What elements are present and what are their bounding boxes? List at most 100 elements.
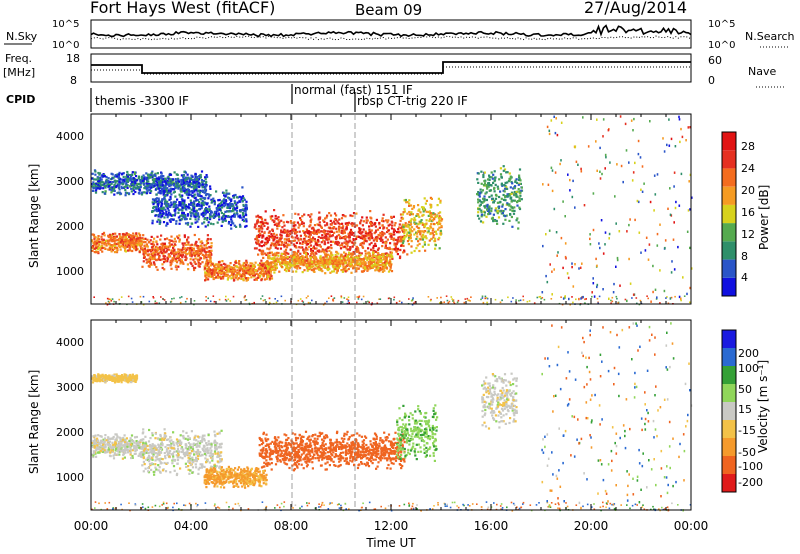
echo-cell (361, 270, 364, 273)
echo-cell (408, 210, 411, 214)
echo-cell (382, 267, 385, 270)
echo-cell (205, 299, 207, 302)
echo-cell (253, 247, 257, 250)
echo-cell (204, 275, 207, 278)
echo-cell (348, 251, 351, 254)
echo-cell (177, 187, 180, 190)
echo-cell (331, 270, 334, 273)
echo-cell (215, 266, 218, 269)
echo-cell (265, 269, 269, 272)
echo-cell (502, 169, 505, 172)
echo-cell (270, 251, 273, 254)
echo-cell (126, 173, 129, 176)
echo-cell (118, 183, 121, 186)
echo-cell (420, 219, 423, 222)
echo-cell (298, 230, 301, 233)
echo-cell (142, 183, 146, 186)
echo-cell (384, 246, 387, 249)
echo-cell (124, 239, 127, 242)
echo-cell (391, 224, 394, 227)
echo-cell (299, 234, 302, 237)
echo-cell (342, 261, 345, 264)
echo-cell (160, 213, 163, 216)
echo-cell (185, 257, 188, 260)
echo-cell (103, 192, 106, 195)
echo-cell (477, 201, 480, 204)
echo-cell (353, 243, 356, 246)
echo-cell (500, 197, 503, 200)
echo-cell (364, 263, 367, 266)
echo-cell (368, 267, 372, 270)
echo-cell (147, 253, 150, 256)
echo-cell (141, 237, 144, 240)
echo-cell (205, 180, 208, 184)
echo-cell (408, 199, 411, 202)
echo-cell (180, 183, 183, 186)
echo-cell (508, 179, 511, 182)
echo-cell (425, 222, 428, 225)
echo-cell (324, 232, 327, 235)
echo-cell (204, 212, 207, 215)
echo-cell (281, 253, 284, 256)
echo-cell (416, 244, 419, 247)
echo-cell (195, 198, 198, 201)
echo-cell (186, 263, 189, 266)
echo-cell (399, 248, 402, 252)
echo-cell (218, 265, 221, 268)
echo-cell (372, 260, 376, 263)
echo-cell (195, 211, 198, 214)
echo-cell (280, 257, 283, 261)
echo-cell (157, 176, 161, 179)
echo-cell (424, 230, 427, 233)
echo-cell (104, 243, 107, 246)
echo-cell (127, 233, 130, 236)
echo-cell (506, 171, 509, 174)
echo-cell (310, 240, 313, 243)
echo-cell (91, 185, 94, 188)
echo-cell (315, 230, 318, 233)
echo-cell (311, 231, 314, 234)
echo-cell (131, 178, 134, 181)
echo-cell (161, 266, 164, 270)
echo-cell (368, 225, 371, 228)
echo-cell (383, 252, 386, 255)
echo-cell (245, 270, 248, 273)
echo-cell (113, 247, 116, 251)
echo-cell (325, 222, 329, 225)
echo-cell (383, 241, 386, 244)
echo-cell (385, 247, 388, 250)
echo-cell (486, 205, 489, 208)
echo-cell (198, 203, 201, 206)
echo-cell (369, 262, 372, 266)
echo-cell (154, 179, 157, 182)
echo-cell (275, 251, 278, 254)
echo-cell (520, 186, 523, 189)
echo-cell (104, 241, 107, 244)
echo-cell (412, 297, 414, 299)
echo-cell (117, 176, 120, 179)
echo-cell (255, 241, 258, 244)
echo-cell (325, 216, 328, 219)
echo-cell (439, 232, 442, 235)
echo-cell (378, 223, 381, 226)
echo-cell (341, 258, 344, 261)
echo-cell (243, 272, 246, 275)
echo-cell (184, 179, 187, 182)
echo-cell (402, 240, 405, 243)
echo-cell (250, 276, 253, 279)
echo-cell (167, 253, 170, 256)
echo-cell (283, 238, 286, 241)
echo-cell (139, 237, 142, 240)
echo-cell (161, 210, 164, 213)
echo-cell (171, 298, 173, 300)
echo-cell (193, 178, 197, 181)
echo-cell (480, 182, 483, 185)
echo-cell (267, 264, 271, 267)
echo-cell (207, 255, 210, 259)
echo-cell (112, 235, 115, 238)
echo-cell (263, 224, 266, 227)
echo-cell (325, 250, 328, 253)
echo-cell (210, 245, 213, 248)
echo-cell (334, 268, 337, 271)
echo-cell (104, 240, 107, 243)
